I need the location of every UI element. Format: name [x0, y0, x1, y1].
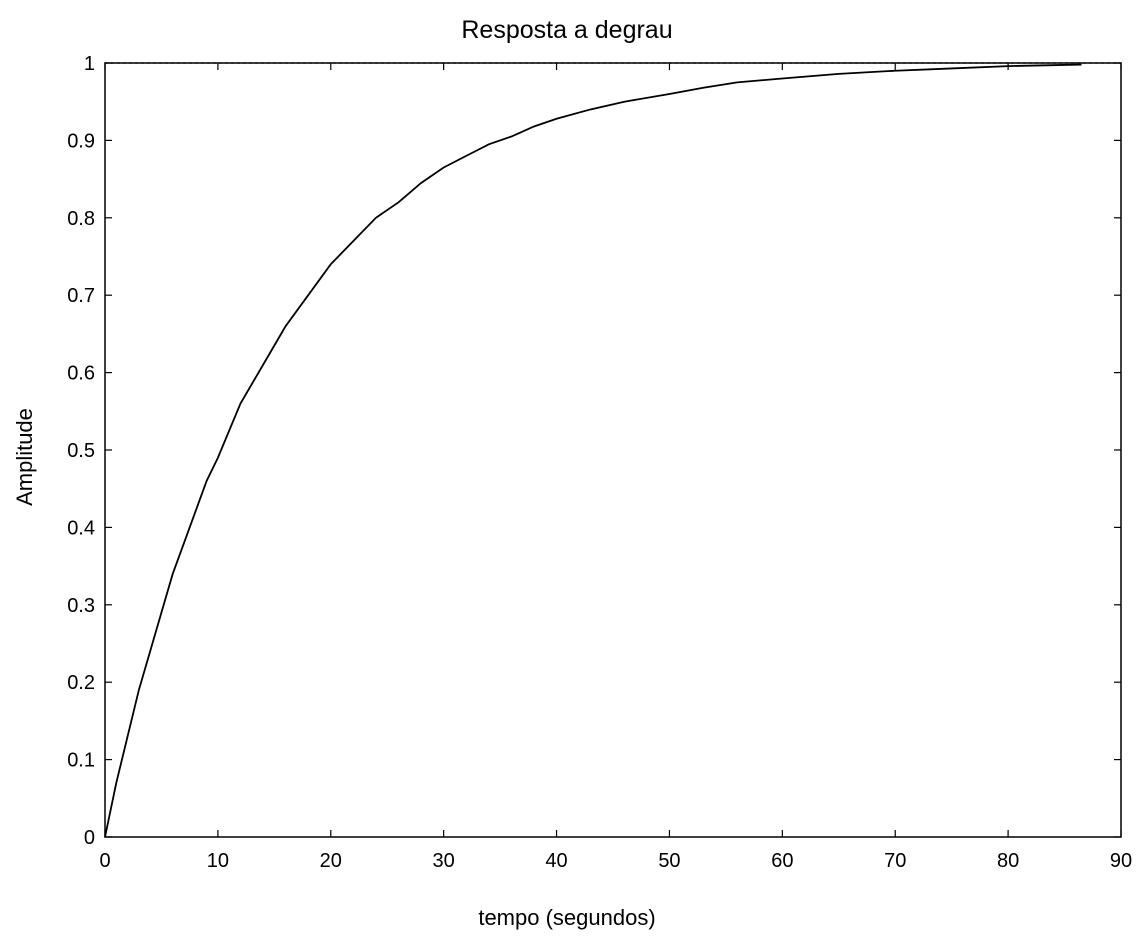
x-tick-label: 80 — [997, 850, 1019, 872]
y-tick-label: 0.4 — [67, 517, 95, 539]
y-tick-label: 0.8 — [67, 208, 95, 230]
y-tick-label: 0.6 — [67, 363, 95, 385]
x-axis-label: tempo (segundos) — [478, 905, 655, 930]
y-tick-label: 0.9 — [67, 130, 95, 152]
y-tick-label: 0.5 — [67, 440, 95, 462]
x-tick-label: 30 — [433, 850, 455, 872]
y-axis-label: Amplitude — [12, 408, 37, 506]
plot-area — [105, 63, 1121, 837]
plot-frame — [104, 62, 1122, 838]
y-tick-label: 0.3 — [67, 595, 95, 617]
chart-title: Resposta a degrau — [461, 16, 672, 44]
x-tick-label: 0 — [99, 850, 110, 872]
x-tick-label: 60 — [771, 850, 793, 872]
y-tick-label: 0.7 — [67, 285, 95, 307]
response-line — [104, 63, 1082, 838]
x-tick-label: 40 — [545, 850, 567, 872]
x-tick-label: 20 — [320, 850, 342, 872]
y-tick-label: 1 — [84, 53, 95, 75]
chart-ticks: 0 10 20 30 40 50 60 70 80 90 0 0.1 0.2 0.3 0.4 0.5 0.6 0.… — [67, 53, 1132, 872]
y-tick-label: 0.1 — [67, 750, 95, 772]
y-tick-label: 0 — [84, 827, 95, 849]
y-tick-label: 0.2 — [67, 672, 95, 694]
x-tick-label: 90 — [1110, 850, 1132, 872]
x-tick-label: 50 — [658, 850, 680, 872]
x-tick-label: 10 — [207, 850, 229, 872]
x-tick-label: 70 — [884, 850, 906, 872]
